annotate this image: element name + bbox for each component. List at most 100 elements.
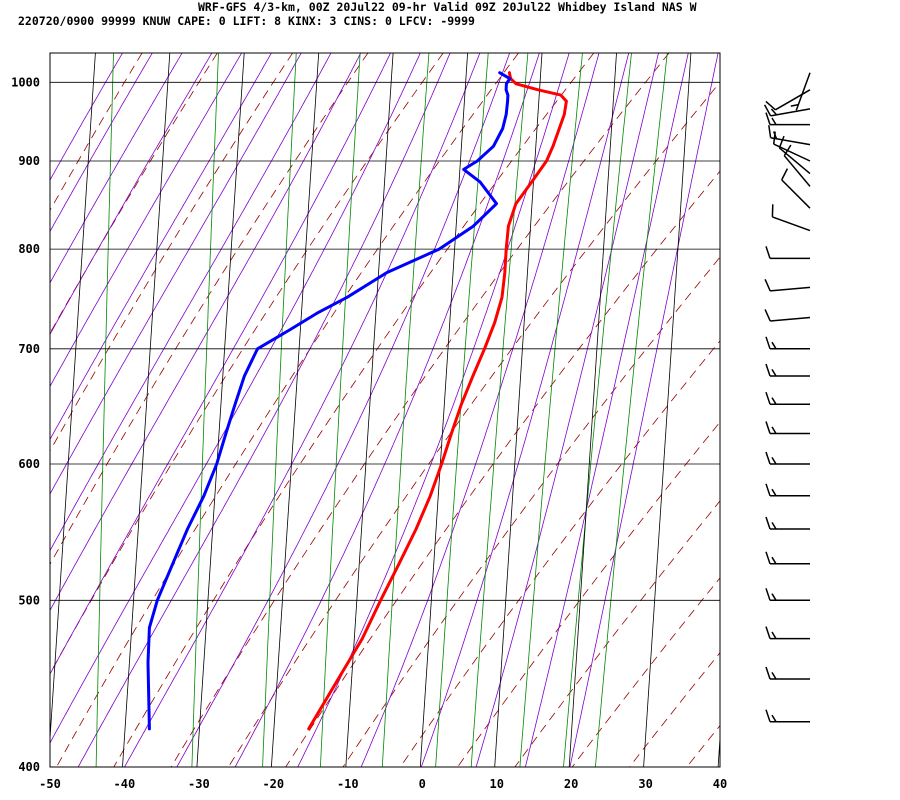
plot-frame <box>49 52 721 768</box>
wind-barb-feather <box>764 309 771 322</box>
wind-barb-feather <box>765 451 771 465</box>
mixing-ratio-line <box>262 53 297 767</box>
axis-ticks: 400 500 600 700 800 900 1000 -50 -40 -30 -20 -10 0 10… <box>11 75 727 791</box>
wind-barb-feather <box>765 363 771 377</box>
mixing-ratio-line <box>563 53 632 767</box>
dry-adiabat-line <box>228 81 720 767</box>
x-tick-label: -10 <box>337 777 359 791</box>
moist-adiabat-line <box>50 53 123 181</box>
wind-barb <box>772 131 811 162</box>
moist-adiabat-line <box>50 53 421 744</box>
moist-adiabat-line <box>297 53 570 767</box>
wind-barb <box>765 551 810 565</box>
wind-barb <box>781 168 811 209</box>
wind-barb-feather <box>765 588 771 601</box>
p-tick-label: 1000 <box>11 75 40 89</box>
x-tick-label: -50 <box>39 777 61 791</box>
moist-adiabat-line <box>569 53 719 767</box>
dry-adiabat-line <box>571 577 720 767</box>
wind-barb <box>765 391 810 405</box>
dry-adiabat-line <box>56 53 519 767</box>
mixing-ratio-line <box>191 53 219 767</box>
mixing-ratio-line <box>470 53 529 767</box>
wind-barb-feather <box>771 631 777 639</box>
p-tick-label: 900 <box>18 154 40 168</box>
wind-barb-feather <box>771 714 777 723</box>
x-tick-label: 10 <box>489 777 503 791</box>
wind-barb-feather <box>765 336 771 350</box>
isotherm-line <box>419 53 468 767</box>
mixing-ratio-line <box>435 53 489 767</box>
wind-barb <box>763 104 811 117</box>
wind-barb-staff <box>770 136 811 146</box>
moist-adiabat-line <box>525 53 689 767</box>
wind-barb-feather <box>771 341 777 350</box>
p-tick-label: 700 <box>18 342 40 356</box>
moist-adiabat-line <box>77 53 451 767</box>
chart-subtitle: 220720/0900 99999 KNUW CAPE: 0 LIFT: 8 K… <box>18 14 475 28</box>
wind-barb-staff <box>775 89 811 111</box>
wind-barb-staff <box>770 286 811 292</box>
wind-barb <box>765 363 810 377</box>
wind-barb-feather <box>765 391 771 405</box>
chart-title: WRF-GFS 4/3-km, 00Z 20Jul22 09-hr Valid … <box>198 0 697 14</box>
dry-adiabat-line <box>744 53 900 767</box>
dry-adiabat-line <box>342 256 720 767</box>
temperature-line <box>307 71 568 731</box>
isotherm-line <box>271 53 320 767</box>
wind-barb-staff <box>795 72 811 111</box>
wind-barb <box>764 278 811 292</box>
wind-barb-feather <box>765 551 771 565</box>
wind-barb-staff <box>781 179 811 209</box>
wind-barb-feather <box>783 144 792 157</box>
wind-barb-staff <box>770 108 811 117</box>
wind-barb <box>765 626 810 640</box>
wind-barb-feather <box>765 483 771 497</box>
adiabat-lines <box>50 53 900 767</box>
wind-barb-feather <box>771 672 777 680</box>
wind-barb <box>765 112 810 126</box>
sounding-series <box>146 71 568 731</box>
wind-barb <box>765 336 810 350</box>
wind-barb-feather <box>765 100 776 111</box>
wind-barb-feather <box>772 131 776 145</box>
wind-barb <box>765 421 810 435</box>
isotherm-line <box>568 53 617 767</box>
wind-barb <box>778 135 811 175</box>
x-tick-label: 20 <box>564 777 578 791</box>
dry-adiabat-line <box>457 421 720 767</box>
wind-barb-feather <box>765 246 771 259</box>
wind-barb-feather <box>770 108 778 116</box>
wind-barb-feather <box>778 135 785 149</box>
wind-barb-feather <box>771 117 777 125</box>
x-tick-label: 30 <box>638 777 652 791</box>
dry-adiabat-line <box>50 53 444 675</box>
dry-adiabat-line <box>50 53 143 212</box>
mixing-ratio-line <box>381 53 430 767</box>
wind-barbs <box>763 72 811 723</box>
wind-barb <box>764 309 811 322</box>
moist-adiabat-line <box>475 53 659 767</box>
wind-barb-staff <box>772 216 811 232</box>
wind-barb-feather <box>771 457 777 465</box>
mixing-ratio-line <box>519 53 583 767</box>
x-tick-label: -20 <box>262 777 284 791</box>
dry-adiabat-line <box>170 53 670 767</box>
wind-barb <box>790 72 811 111</box>
dry-adiabat-line <box>629 652 720 767</box>
wind-barb-feather <box>765 626 771 639</box>
wind-barb <box>765 89 811 111</box>
moist-adiabat-line <box>50 53 332 552</box>
wind-barb-feather <box>771 369 777 377</box>
wind-barb-staff <box>770 316 811 322</box>
wind-barb <box>765 709 810 723</box>
isotherm-line <box>494 53 543 767</box>
x-tick-label: -30 <box>188 777 210 791</box>
moist-adiabat-line <box>50 53 302 495</box>
mixing-ratio-line <box>320 53 361 767</box>
wind-barb <box>765 246 810 260</box>
wind-barb <box>765 588 810 602</box>
wind-barb <box>783 144 811 187</box>
p-tick-label: 500 <box>18 593 40 607</box>
